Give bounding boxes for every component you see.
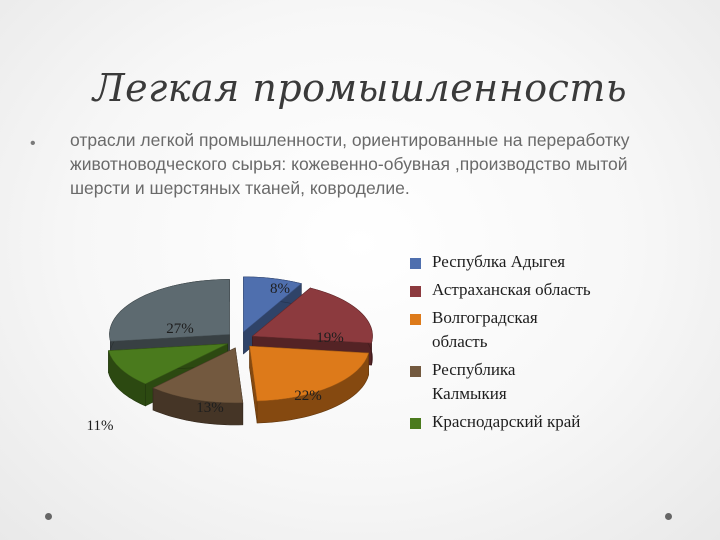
legend-swatch-2	[410, 286, 421, 297]
corner-dot-left	[45, 513, 52, 520]
chart-legend: Республка Адыгея Астраханская область Волг…	[410, 250, 710, 438]
legend-item-2: Астраханская область	[410, 278, 710, 302]
legend-item-4: Республика Калмыкия	[410, 358, 710, 406]
legend-swatch-5	[410, 418, 421, 429]
legend-item-5: Краснодарский край	[410, 410, 710, 434]
pie-chart: 8% 19% 22% 13% 11% 27%	[87, 276, 373, 434]
corner-dot-right	[665, 513, 672, 520]
bullet-text: отрасли легкой промышленности, ориентиро…	[70, 130, 630, 198]
data-label-2: 19%	[316, 330, 344, 346]
pie-slice-6	[109, 279, 230, 364]
data-label-4: 13%	[196, 400, 224, 416]
legend-label-1: Республка Адыгея	[432, 252, 566, 271]
pie-slice-4	[152, 347, 244, 426]
data-label-6: 27%	[166, 321, 194, 337]
bullet-icon: •	[30, 135, 36, 152]
legend-item-3: Волгоградская область	[410, 306, 710, 354]
data-label-5: 11%	[87, 418, 114, 434]
data-label-3: 22%	[294, 388, 322, 404]
legend-swatch-1	[410, 258, 421, 269]
legend-label-2: Астраханская область	[432, 280, 591, 299]
legend-swatch-4	[410, 366, 421, 377]
legend-label-4: Республика Калмыкия	[432, 360, 516, 403]
legend-item-1: Республка Адыгея	[410, 250, 710, 274]
data-label-1: 8%	[270, 281, 290, 297]
slide-title: Легкая промышленность	[92, 66, 628, 110]
legend-label-5: Краснодарский край	[432, 412, 581, 431]
legend-swatch-3	[410, 314, 421, 325]
pie-slice-3	[249, 345, 370, 424]
legend-label-3: Волгоградская область	[432, 308, 538, 351]
